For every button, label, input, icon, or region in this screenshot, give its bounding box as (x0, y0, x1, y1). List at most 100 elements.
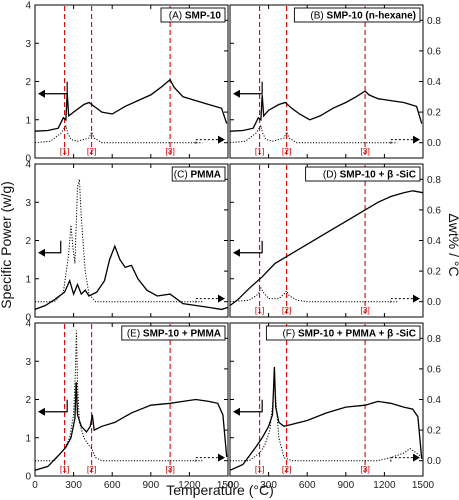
y-tick-label-left: 3 (25, 357, 31, 368)
marker-label: [3] (360, 305, 369, 315)
series-power-line (229, 366, 423, 471)
panel-letter: (D) (323, 170, 340, 181)
marker-label: [2] (282, 146, 291, 156)
marker-label: [2] (282, 305, 291, 315)
panel-label: (F) SMP-10 + PMMA + β -SiC (282, 329, 416, 340)
right-axis-arrow (390, 139, 413, 144)
y-tick-label-right: 0.6 (427, 205, 441, 216)
right-arrowhead (413, 294, 420, 303)
y-tick-label-right: 0.0 (427, 297, 441, 308)
y-tick-label-left: 3 (25, 198, 31, 209)
y-tick-label-left: 3 (25, 39, 31, 50)
panel-letter: (A) (169, 11, 185, 22)
y-tick-label-right: 0.8 (427, 334, 441, 345)
right-axis-arrow (195, 139, 218, 144)
y-axis-title-right: Δwt% / °C (446, 213, 459, 276)
x-tick-label: 600 (104, 480, 121, 491)
panel-B: 0.0 0.2 0.4 0.6 0.8 [1] [2] [3] (B) SMP-10 (n-he… (229, 4, 441, 159)
y-tick-label-right: 0.0 (427, 456, 441, 467)
right-arrowhead (413, 453, 420, 462)
plot-frame (34, 163, 229, 318)
marker-label: [1] (60, 146, 69, 156)
panel-sample-name: SMP-10 + PMMA (143, 329, 221, 340)
panel-label-box (305, 166, 421, 182)
y-tick-label-left: 4 (25, 1, 31, 12)
panel-label-box (293, 7, 421, 23)
left-arrowhead (38, 248, 45, 257)
marker-label: [2] (282, 464, 291, 474)
marker-label: [3] (165, 146, 174, 156)
panel-sample-name: SMP-10 + β -SiC (340, 170, 416, 181)
left-axis-arrow (238, 240, 263, 254)
series-power-line (229, 190, 424, 307)
right-axis-arrow (390, 457, 413, 462)
left-axis-arrow (43, 240, 62, 254)
y-tick-label-right: 0.4 (427, 236, 441, 247)
left-arrowhead (233, 248, 240, 257)
y-tick-label-left: 1 (25, 115, 31, 126)
panel-label: (C) PMMA (174, 170, 221, 181)
x-axis-title: Temperature (°C) (166, 482, 274, 498)
panel-label: (D) SMP-10 + β -SiC (323, 170, 416, 181)
marker-label: [2] (87, 464, 96, 474)
series-dwt-line (35, 330, 203, 462)
panel-label: (B) SMP-10 (n-hexane) (310, 11, 416, 22)
panel-sample-name: SMP-10 (n-hexane) (327, 11, 416, 22)
right-arrowhead (218, 294, 225, 303)
panel-letter: (E) (127, 329, 143, 340)
y-tick-label-left: 1 (25, 274, 31, 285)
series-power-line (229, 90, 423, 132)
panel-label-box (121, 325, 226, 341)
x-tick-label: 0 (227, 480, 233, 491)
marker-label: [3] (165, 464, 174, 474)
panel-letter: (B) (310, 11, 326, 22)
panel-A: 0 1 2 3 4 [1] [2] [3] (A) SMP-10 (25, 1, 229, 165)
y-axis-title-left: Specific Power (w/g) (0, 181, 14, 309)
y-tick-label-left: 0 (25, 472, 31, 483)
panel-F: 0 300 600 900 1200 1500 0.0 0.2 0.4 0.6 0.8 [1] [2] [… (227, 322, 441, 491)
y-tick-label-right: 0.6 (427, 364, 441, 375)
series-power-line (34, 78, 228, 132)
x-tick-label: 1500 (412, 480, 435, 491)
left-arrowhead (38, 407, 45, 416)
panel-letter: (C) (174, 170, 191, 181)
y-tick-label-left: 0 (25, 313, 31, 324)
y-tick-label-right: 0.2 (427, 267, 441, 278)
right-axis-arrow (195, 298, 218, 303)
series-dwt-line (230, 376, 421, 462)
x-tick-label: 300 (65, 480, 82, 491)
y-tick-label-right: 0.6 (427, 46, 441, 57)
y-tick-label-left: 1 (25, 433, 31, 444)
y-tick-label-right: 0.4 (427, 77, 441, 88)
marker-label: [3] (360, 146, 369, 156)
y-tick-label-right: 0.8 (427, 175, 441, 186)
x-tick-label: 300 (260, 480, 277, 491)
right-axis-arrow (390, 298, 413, 303)
y-tick-label-right: 0.4 (427, 395, 441, 406)
series-dwt-line (229, 124, 398, 144)
y-tick-label-left: 4 (25, 160, 31, 171)
series-power-line (34, 382, 228, 471)
x-tick-label: 900 (337, 480, 354, 491)
series-dwt-line (229, 286, 398, 303)
right-arrowhead (413, 135, 420, 144)
series-dwt-line (34, 124, 203, 144)
plot-frame (34, 4, 229, 159)
panel-label: (A) SMP-10 (169, 11, 222, 22)
left-axis-arrow (43, 399, 68, 413)
marker-label: [1] (255, 146, 264, 156)
x-tick-label: 0 (32, 480, 38, 491)
panel-label-box (160, 7, 226, 23)
panel-letter: (F) (282, 329, 298, 340)
x-tick-label: 1200 (373, 480, 396, 491)
y-tick-label-right: 0.0 (427, 138, 441, 149)
panel-sample-name: SMP-10 (185, 11, 222, 22)
panel-label-box (265, 325, 421, 341)
series-power-line (34, 244, 229, 311)
plot-frame (229, 163, 424, 318)
left-axis-arrow (43, 81, 68, 95)
left-arrowhead (38, 89, 45, 98)
y-tick-label-right: 0.2 (427, 426, 441, 437)
